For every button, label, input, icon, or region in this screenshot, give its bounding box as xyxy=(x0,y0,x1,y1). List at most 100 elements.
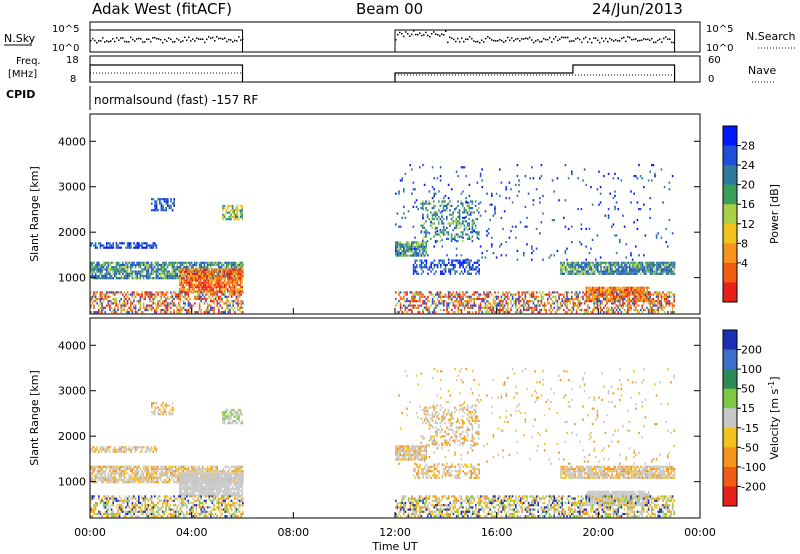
range-gate-cell xyxy=(468,300,471,303)
range-gate-cell xyxy=(186,311,188,314)
range-gate-cell xyxy=(633,268,636,271)
range-gate-cell xyxy=(599,186,602,189)
range-gate-cell xyxy=(118,476,121,479)
range-gate-cell xyxy=(494,205,496,208)
range-gate-cell xyxy=(237,293,239,296)
range-gate-cell xyxy=(412,252,415,255)
range-gate-cell xyxy=(454,266,456,269)
range-gate-cell xyxy=(436,240,438,243)
range-gate-cell xyxy=(452,266,455,269)
range-gate-cell xyxy=(139,274,142,278)
range-gate-cell xyxy=(134,295,137,298)
range-gate-cell xyxy=(601,291,604,294)
range-gate-cell xyxy=(524,291,527,294)
range-gate-cell xyxy=(152,476,154,479)
range-gate-cell xyxy=(655,293,658,296)
range-gate-cell xyxy=(131,308,134,312)
range-gate-cell xyxy=(572,302,575,305)
range-gate-cell xyxy=(542,291,544,294)
range-gate-cell xyxy=(412,225,415,228)
range-gate-cell xyxy=(203,283,205,287)
range-gate-cell xyxy=(632,263,634,267)
range-gate-cell xyxy=(430,237,432,240)
range-gate-cell xyxy=(99,297,102,301)
range-gate-cell xyxy=(462,166,464,169)
range-gate-cell xyxy=(241,281,243,284)
range-gate-cell xyxy=(457,259,460,262)
range-gate-cell xyxy=(415,250,418,253)
range-gate-cell xyxy=(142,297,145,301)
range-gate-cell xyxy=(654,272,657,275)
range-gate-cell xyxy=(454,304,456,307)
range-gate-cell xyxy=(471,293,474,296)
range-gate-cell xyxy=(455,293,458,296)
range-gate-cell xyxy=(406,293,408,296)
range-gate-cell xyxy=(404,306,407,309)
range-gate-cell xyxy=(500,243,503,246)
range-gate-cell xyxy=(163,481,166,484)
range-gate-cell xyxy=(150,293,153,296)
range-gate-cell xyxy=(240,261,242,264)
range-gate-cell xyxy=(465,220,467,223)
range-gate-cell xyxy=(162,413,164,416)
range-gate-cell xyxy=(662,201,664,204)
range-gate-cell xyxy=(176,293,178,296)
range-gate-cell xyxy=(584,272,586,275)
range-gate-cell xyxy=(194,302,196,305)
range-gate-cell xyxy=(526,308,528,312)
range-gate-cell xyxy=(231,207,234,210)
range-gate-cell xyxy=(147,470,150,473)
range-gate-cell xyxy=(471,240,474,243)
range-gate-cell xyxy=(577,302,579,305)
range-gate-cell xyxy=(118,448,121,451)
range-gate-cell xyxy=(446,311,448,314)
range-gate-cell xyxy=(651,268,653,271)
range-gate-cell xyxy=(458,211,461,214)
range-gate-cell xyxy=(593,297,595,301)
range-gate-cell xyxy=(155,206,158,210)
range-gate-cell xyxy=(433,245,435,248)
range-gate-cell xyxy=(396,254,399,257)
range-gate-cell xyxy=(635,308,637,312)
range-gate-cell xyxy=(198,286,200,289)
range-gate-cell xyxy=(231,288,234,291)
range-gate-cell xyxy=(96,465,98,468)
range-gate-cell xyxy=(144,478,146,482)
range-gate-cell xyxy=(563,268,565,271)
range-gate-cell xyxy=(222,413,224,416)
range-gate-cell xyxy=(150,261,153,264)
range-gate-cell xyxy=(637,263,639,267)
nsky-point xyxy=(419,32,421,34)
range-gate-cell xyxy=(104,268,106,271)
range-gate-cell xyxy=(425,209,427,212)
range-gate-cell xyxy=(91,476,94,479)
range-gate-cell xyxy=(152,470,154,473)
range-gate-cell xyxy=(216,295,218,298)
range-gate-cell xyxy=(126,246,129,249)
range-gate-cell xyxy=(236,275,239,278)
range-gate-cell xyxy=(223,419,226,423)
range-gate-cell xyxy=(471,235,474,238)
range-gate-cell xyxy=(118,467,121,471)
range-gate-cell xyxy=(435,192,437,195)
nsky-point xyxy=(489,37,491,40)
range-gate-cell xyxy=(467,272,469,275)
range-gate-cell xyxy=(535,306,538,309)
range-gate-cell xyxy=(214,274,217,278)
range-gate-cell xyxy=(646,291,648,294)
nsky-point xyxy=(224,37,226,39)
range-gate-cell xyxy=(515,300,517,303)
nsky-point xyxy=(132,38,134,41)
range-gate-cell xyxy=(174,266,177,269)
range-gate-cell xyxy=(211,272,213,276)
range-gate-cell xyxy=(447,202,450,205)
range-gate-cell xyxy=(566,268,569,271)
range-gate-cell xyxy=(543,306,546,309)
range-gate-cell xyxy=(611,288,613,292)
range-gate-cell xyxy=(414,252,416,255)
range-gate-cell xyxy=(110,274,113,278)
nave-label: Nave xyxy=(748,64,776,77)
range-gate-cell xyxy=(563,266,565,269)
range-gate-cell xyxy=(213,300,215,303)
range-gate-cell xyxy=(614,306,616,309)
